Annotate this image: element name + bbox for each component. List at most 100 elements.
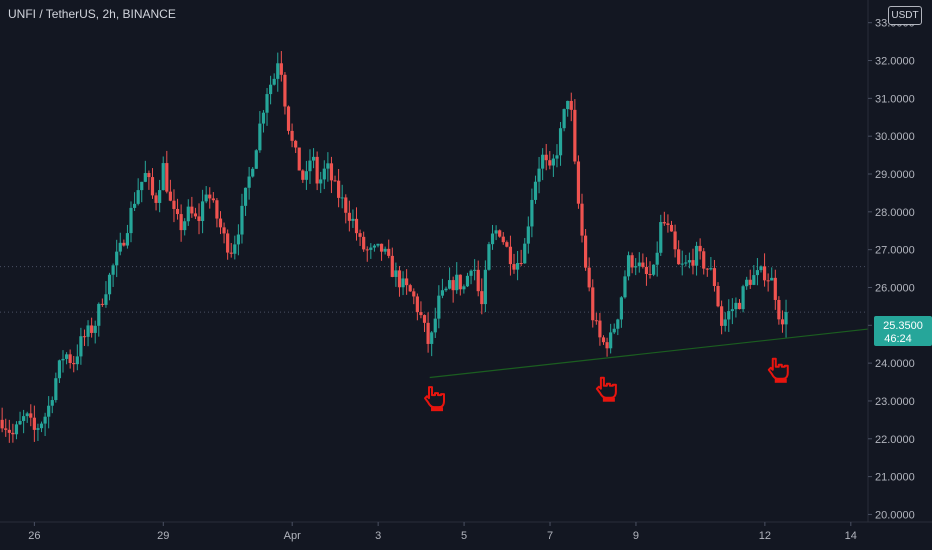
candle-body — [147, 173, 151, 178]
candle-body — [165, 163, 169, 192]
trendline[interactable] — [429, 328, 869, 379]
candle-body — [716, 285, 720, 307]
candle-body — [11, 432, 15, 435]
candle-body — [680, 263, 684, 265]
candle-body — [39, 423, 44, 429]
candle-body — [75, 356, 79, 365]
time-tick-label: 14 — [845, 530, 857, 542]
candle-body — [469, 270, 473, 276]
candle-body — [702, 251, 706, 269]
candle-body — [648, 274, 652, 276]
candle-body — [458, 274, 462, 290]
candle-body — [25, 413, 29, 417]
hand-outline — [767, 357, 789, 380]
candle-body — [14, 424, 19, 435]
candle-body — [591, 287, 595, 321]
candle-body — [433, 318, 437, 333]
candle-body — [734, 302, 738, 310]
candle-body — [351, 218, 355, 221]
candle-body — [140, 181, 144, 191]
candle-body — [691, 260, 695, 266]
candle-body — [258, 123, 262, 151]
time-tick-label: 5 — [461, 530, 467, 542]
candle-body — [397, 270, 402, 288]
candle-body — [254, 150, 258, 169]
time-tick-label: 3 — [375, 530, 381, 542]
candle-body — [7, 429, 11, 433]
time-tick-label: 26 — [28, 530, 40, 542]
candle-body — [720, 306, 724, 326]
candle-body — [541, 154, 545, 169]
candle-body — [694, 245, 699, 266]
candle-body — [594, 320, 598, 322]
candle-body — [218, 218, 223, 228]
candle-body — [637, 262, 641, 267]
symbol-title[interactable]: UNFI / TetherUS, 2h, BINANCE — [8, 7, 176, 21]
support-trendline[interactable] — [429, 328, 869, 379]
candle-body — [440, 290, 445, 296]
candle-body — [132, 203, 137, 208]
candle-body — [515, 263, 520, 270]
time-axis[interactable]: 26 29 Apr 3 5 7 9 12 14 — [28, 522, 857, 542]
candle-body — [337, 180, 341, 198]
last-price-label: 25.3500 — [883, 320, 923, 332]
candle-body — [376, 243, 380, 246]
candle-body — [762, 266, 767, 281]
candle-body — [419, 312, 423, 316]
candle-body — [276, 63, 280, 79]
candle-body — [498, 230, 502, 237]
candle-body — [619, 297, 623, 320]
price-tick-label: 27.0000 — [875, 245, 915, 257]
candle-body — [390, 255, 394, 277]
candle-body — [358, 233, 362, 237]
candle-body — [279, 63, 283, 75]
candle-body — [505, 242, 509, 247]
candle-body — [4, 428, 8, 430]
candle-body — [526, 226, 530, 244]
candle-body — [111, 265, 115, 275]
price-tick-label: 21.0000 — [875, 472, 915, 484]
candle-body — [297, 147, 301, 171]
candle-body — [444, 288, 448, 291]
currency-badge[interactable]: USDT — [888, 6, 922, 25]
candle-body — [741, 286, 745, 310]
candle-body — [616, 319, 620, 329]
candle-body — [523, 243, 527, 264]
candle-body — [698, 245, 702, 252]
candle-body — [766, 280, 770, 282]
candle-body — [183, 221, 187, 231]
candle-body — [415, 296, 419, 313]
price-tick-label: 28.0000 — [875, 207, 915, 219]
candle-body — [204, 194, 208, 202]
candle-body — [175, 208, 180, 215]
candle-body — [752, 275, 756, 285]
candle-body — [215, 200, 219, 219]
candle-body — [609, 332, 613, 349]
candle-body — [630, 255, 634, 268]
candle-body — [150, 177, 155, 196]
last-price-tag: 25.3500 46:24 — [874, 316, 932, 346]
candle-body — [0, 419, 4, 429]
price-tick-label: 24.0000 — [875, 358, 915, 370]
candle-body — [408, 285, 412, 292]
candle-body — [480, 291, 484, 305]
candle-body — [652, 264, 656, 275]
candle-body — [755, 270, 760, 276]
candle-body — [86, 325, 90, 337]
candle-body — [319, 179, 323, 184]
candle-body — [315, 156, 319, 184]
candle-body — [476, 269, 480, 292]
candle-body — [723, 319, 727, 326]
candlestick-series — [0, 51, 788, 443]
candle-body — [533, 181, 538, 200]
candle-body — [530, 199, 534, 227]
time-tick-label: Apr — [284, 530, 301, 542]
time-tick-label: 12 — [759, 530, 771, 542]
candle-body — [580, 203, 584, 236]
candle-body — [426, 322, 430, 344]
candle-body — [233, 244, 237, 254]
candle-body — [598, 320, 602, 338]
candle-body — [583, 235, 588, 268]
candle-body — [655, 252, 659, 265]
